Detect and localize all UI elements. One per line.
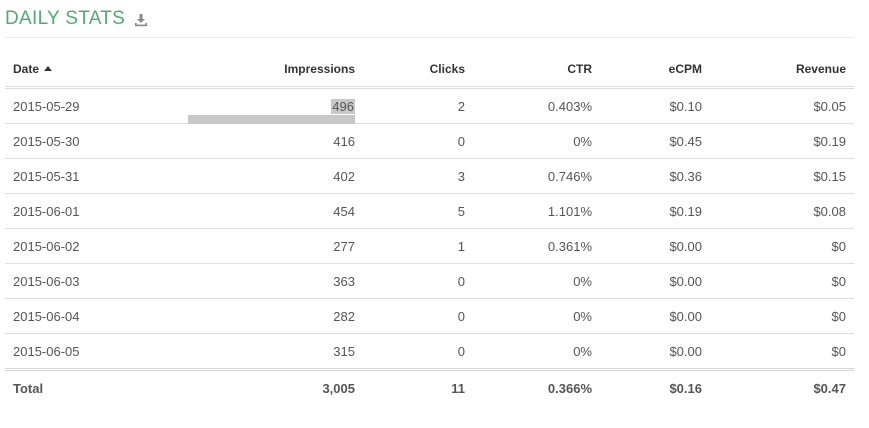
column-header-ctr[interactable]: CTR (473, 52, 600, 89)
cell-date: 2015-05-30 (5, 123, 105, 159)
cell-ctr: 0% (473, 263, 600, 299)
total-ctr: 0.366% (473, 368, 600, 405)
cell-date: 2015-06-03 (5, 263, 105, 299)
table-row: 2015-05-30 416 0 0% $0.45 $0.19 (5, 123, 854, 159)
cell-clicks: 2 (363, 87, 473, 124)
cell-ecpm: $0.00 (600, 333, 710, 370)
column-header-revenue[interactable]: Revenue (710, 52, 854, 89)
cell-date: 2015-05-31 (5, 158, 105, 194)
cell-ctr: 0.746% (473, 158, 600, 194)
table-row: 2015-06-04 282 0 0% $0.00 $0 (5, 298, 854, 334)
cell-revenue: $0.05 (710, 87, 854, 124)
cell-revenue: $0 (710, 263, 854, 299)
cell-ecpm: $0.19 (600, 193, 710, 229)
cell-revenue: $0.19 (710, 123, 854, 159)
cell-clicks: 0 (363, 333, 473, 370)
cell-ctr: 0% (473, 123, 600, 159)
cell-ctr: 0% (473, 333, 600, 370)
page-title: DAILY STATS (5, 8, 126, 29)
header-divider (5, 37, 854, 38)
text-selection: 496 (188, 98, 355, 124)
cell-date: 2015-06-04 (5, 298, 105, 334)
cell-clicks: 0 (363, 298, 473, 334)
cell-ctr: 1.101% (473, 193, 600, 229)
total-label: Total (5, 368, 105, 405)
download-icon[interactable] (134, 13, 148, 27)
cell-revenue: $0.08 (710, 193, 854, 229)
selection-highlight (188, 114, 355, 124)
cell-clicks: 5 (363, 193, 473, 229)
cell-ctr: 0% (473, 298, 600, 334)
cell-clicks: 3 (363, 158, 473, 194)
cell-ecpm: $0.00 (600, 228, 710, 264)
cell-clicks: 1 (363, 228, 473, 264)
total-ecpm: $0.16 (600, 368, 710, 405)
cell-ecpm: $0.00 (600, 263, 710, 299)
cell-date: 2015-06-01 (5, 193, 105, 229)
cell-date: 2015-05-29 (5, 87, 105, 124)
selected-value: 496 (331, 98, 355, 114)
total-revenue: $0.47 (710, 368, 854, 405)
cell-revenue: $0 (710, 298, 854, 334)
column-header-clicks[interactable]: Clicks (363, 52, 473, 89)
table-row: 2015-06-05 315 0 0% $0.00 $0 (5, 333, 854, 370)
cell-revenue: $0 (710, 228, 854, 264)
cell-impressions: 282 (105, 298, 363, 334)
cell-impressions: 402 (105, 158, 363, 194)
cell-clicks: 0 (363, 263, 473, 299)
cell-ctr: 0.361% (473, 228, 600, 264)
cell-impressions: 496 (105, 87, 363, 124)
cell-ecpm: $0.36 (600, 158, 710, 194)
column-header-date[interactable]: Date (5, 52, 105, 89)
sort-ascending-icon (44, 66, 53, 71)
total-impressions: 3,005 (105, 368, 363, 405)
cell-date: 2015-06-02 (5, 228, 105, 264)
column-header-ecpm[interactable]: eCPM (600, 52, 710, 89)
cell-ecpm: $0.10 (600, 87, 710, 124)
cell-date: 2015-06-05 (5, 333, 105, 370)
table-row: 2015-05-29 496 2 0.403% $0.10 $0.05 (5, 87, 854, 124)
cell-clicks: 0 (363, 123, 473, 159)
table-row: 2015-06-02 277 1 0.361% $0.00 $0 (5, 228, 854, 264)
cell-impressions: 416 (105, 123, 363, 159)
table-row: 2015-06-03 363 0 0% $0.00 $0 (5, 263, 854, 299)
cell-revenue: $0.15 (710, 158, 854, 194)
stats-header: DAILY STATS (5, 4, 148, 34)
table-row: 2015-05-31 402 3 0.746% $0.36 $0.15 (5, 158, 854, 194)
cell-impressions: 315 (105, 333, 363, 370)
cell-ecpm: $0.45 (600, 123, 710, 159)
cell-ctr: 0.403% (473, 87, 600, 124)
column-label: Date (13, 62, 40, 76)
table-header-row: Date Impressions Clicks CTR eCPM Revenue (5, 52, 854, 89)
total-clicks: 11 (363, 368, 473, 405)
cell-ecpm: $0.00 (600, 298, 710, 334)
cell-impressions: 454 (105, 193, 363, 229)
column-header-impressions[interactable]: Impressions (105, 52, 363, 89)
cell-impressions: 363 (105, 263, 363, 299)
cell-revenue: $0 (710, 333, 854, 370)
cell-impressions: 277 (105, 228, 363, 264)
total-row: Total 3,005 11 0.366% $0.16 $0.47 (5, 368, 854, 405)
table-row: 2015-06-01 454 5 1.101% $0.19 $0.08 (5, 193, 854, 229)
daily-stats-table: Date Impressions Clicks CTR eCPM Revenue… (5, 52, 854, 405)
